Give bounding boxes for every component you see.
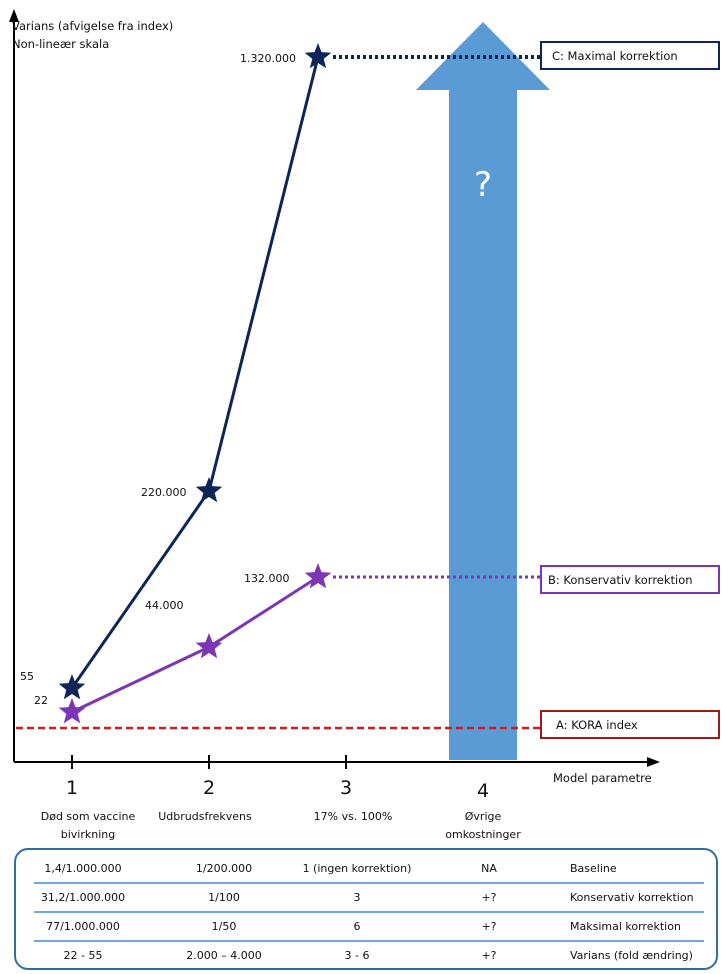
table-cell: 77/1.000.000 [46, 920, 120, 933]
ref-box-c-label: C: Maximal korrektion [552, 49, 678, 63]
table-cell: Maksimal korrektion [570, 920, 681, 933]
table-row: 31,2/1.000.000 1/100 3 +? Konservativ korrek… [24, 883, 708, 912]
series-2-point-3 [304, 563, 332, 589]
category-4-label-line2: omkostninger [445, 828, 521, 841]
category-3-label-line1: 17% vs. 100% [314, 810, 393, 823]
table-cell: +? [481, 891, 497, 904]
series-2-point-1 [58, 698, 86, 724]
table-row: 1,4/1.000.000 1/200.000 1 (ingen korrektio… [24, 854, 708, 883]
category-4-label-line1: Øvrige [465, 810, 502, 823]
x-tick-label-2: 2 [203, 777, 215, 799]
series-1-point-1 [58, 674, 86, 700]
table-cell: Varians (fold ændring) [570, 949, 693, 962]
series-layer: 55 220.000 1.320.000 22 44.000 132.000 [20, 43, 332, 724]
table-cell: 1/50 [211, 920, 237, 933]
x-axis-arrowhead [647, 757, 660, 767]
parameter-table: 1,4/1.000.000 1/200.000 1 (ingen korrektio… [14, 848, 718, 970]
uncertainty-arrow [416, 22, 550, 760]
series-2-value-label-3: 132.000 [244, 572, 290, 585]
y-axis-label-line2: Non-lineær skala [12, 37, 109, 51]
table-cell: +? [481, 949, 497, 962]
table-cell: 3 - 6 [344, 949, 370, 962]
arrow-question-mark: ? [474, 165, 492, 205]
category-1-label-line1: Død som vaccine [41, 810, 136, 823]
category-1-label-line2: bivirkning [61, 828, 115, 841]
table-cell: Konservativ korrektion [570, 891, 694, 904]
table-row: 77/1.000.000 1/50 6 +? Maksimal korrektion [24, 912, 708, 941]
table-cell: 1/200.000 [195, 862, 253, 875]
table-cell: NA [481, 862, 497, 875]
table-row-divider [34, 882, 704, 884]
table-cell: 1,4/1.000.000 [44, 862, 122, 875]
ref-box-b-label: B: Konservativ korrektion [548, 573, 693, 587]
series-1-point-2 [195, 477, 223, 503]
table-cell: 1/100 [208, 891, 240, 904]
series-2-value-label-2: 44.000 [145, 599, 184, 612]
ref-box-b [540, 565, 720, 594]
series-1-value-label-1: 55 [20, 670, 34, 683]
series-2-line [71, 575, 319, 714]
ref-box-a-label: A: KORA index [556, 718, 638, 732]
x-tick-label-1: 1 [66, 777, 78, 799]
table-cell: Baseline [570, 862, 617, 875]
x-tick-label-3: 3 [340, 777, 352, 799]
x-axis-label: Model parametre [553, 771, 652, 785]
table-row: 22 - 55 2.000 – 4.000 3 - 6 +? Varians (fold… [24, 941, 708, 970]
series-1-line [70, 56, 320, 689]
table-cell: 2.000 – 4.000 [186, 949, 262, 962]
x-tick-label-4: 4 [477, 780, 489, 802]
table-cell: +? [481, 920, 497, 933]
y-axis-label-line1: Varians (afvigelse fra index) [12, 19, 173, 33]
series-1-value-label-2: 220.000 [141, 486, 187, 499]
table-row-divider [34, 940, 704, 942]
table-cell: 22 - 55 [63, 949, 103, 962]
table-row-divider [34, 911, 704, 913]
table-cell: 6 [353, 920, 361, 933]
chart-canvas: ? C: Maximal korrektion B: Konservativ k… [9, 9, 720, 841]
ref-box-c [540, 41, 720, 70]
y-axis-arrowhead [9, 9, 19, 22]
series-2-point-2 [195, 633, 223, 659]
table-cell: 3 [353, 891, 361, 904]
series-1-point-3 [304, 43, 332, 69]
category-2-label-line1: Udbrudsfrekvens [158, 810, 252, 823]
series-1-value-label-3: 1.320.000 [240, 52, 296, 65]
ref-box-a [540, 710, 720, 739]
table-cell: 1 (ingen korrektion) [302, 862, 412, 875]
series-2-value-label-1: 22 [34, 694, 48, 707]
table-cell: 31,2/1.000.000 [40, 891, 126, 904]
